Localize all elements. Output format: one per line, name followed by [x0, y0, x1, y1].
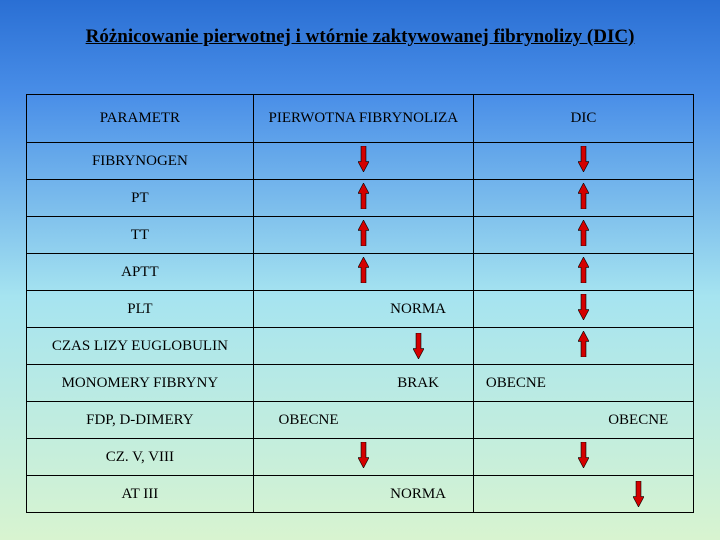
- dic-cell: OBECNE: [473, 365, 693, 402]
- table-row: FIBRYNOGEN: [27, 143, 694, 180]
- arrow-up-icon: [578, 220, 589, 246]
- primary-value: NORMA: [390, 486, 446, 503]
- page-title: Różnicowanie pierwotnej i wtórnie zaktyw…: [0, 0, 720, 66]
- table-header-row: PARAMETR PIERWOTNA FIBRYNOLIZA DIC: [27, 95, 694, 143]
- table-row: PT: [27, 180, 694, 217]
- dic-value: OBECNE: [486, 375, 546, 392]
- primary-cell: [253, 254, 473, 291]
- arrow-down-icon: [633, 481, 644, 507]
- arrow-up-icon: [358, 257, 369, 283]
- primary-cell: NORMA: [253, 476, 473, 513]
- primary-cell: OBECNE: [253, 402, 473, 439]
- dic-cell: OBECNE: [473, 402, 693, 439]
- param-cell: PT: [27, 180, 254, 217]
- header-dic: DIC: [473, 95, 693, 143]
- primary-value: NORMA: [390, 301, 446, 318]
- param-cell: CZ. V, VIII: [27, 439, 254, 476]
- dic-cell: [473, 254, 693, 291]
- param-cell: AT III: [27, 476, 254, 513]
- primary-cell: [253, 180, 473, 217]
- arrow-up-icon: [578, 331, 589, 357]
- dic-cell: [473, 217, 693, 254]
- table-row: TT: [27, 217, 694, 254]
- param-cell: FIBRYNOGEN: [27, 143, 254, 180]
- primary-cell: [253, 439, 473, 476]
- dic-cell: [473, 328, 693, 365]
- arrow-up-icon: [358, 183, 369, 209]
- param-cell: FDP, D-DIMERY: [27, 402, 254, 439]
- primary-cell: [253, 328, 473, 365]
- arrow-up-icon: [578, 257, 589, 283]
- table-row: AT III NORMA: [27, 476, 694, 513]
- dic-cell: [473, 291, 693, 328]
- header-parameter: PARAMETR: [27, 95, 254, 143]
- dic-cell: [473, 180, 693, 217]
- table-row: MONOMERY FIBRYNY BRAK OBECNE: [27, 365, 694, 402]
- dic-value: OBECNE: [608, 412, 668, 429]
- param-cell: TT: [27, 217, 254, 254]
- dic-cell: [473, 143, 693, 180]
- parameters-table: PARAMETR PIERWOTNA FIBRYNOLIZA DIC FIBRY…: [26, 94, 694, 513]
- arrow-up-icon: [578, 183, 589, 209]
- table-row: CZ. V, VIII: [27, 439, 694, 476]
- primary-cell: [253, 217, 473, 254]
- arrow-down-icon: [358, 442, 369, 468]
- param-cell: PLT: [27, 291, 254, 328]
- table-row: FDP, D-DIMERY OBECNE OBECNE: [27, 402, 694, 439]
- arrow-down-icon: [413, 333, 424, 359]
- param-cell: MONOMERY FIBRYNY: [27, 365, 254, 402]
- arrow-up-icon: [358, 220, 369, 246]
- table-row: PLT NORMA: [27, 291, 694, 328]
- param-cell: CZAS LIZY EUGLOBULIN: [27, 328, 254, 365]
- primary-value: OBECNE: [279, 412, 339, 429]
- primary-cell: BRAK: [253, 365, 473, 402]
- param-cell: APTT: [27, 254, 254, 291]
- arrow-down-icon: [578, 294, 589, 320]
- arrow-down-icon: [578, 146, 589, 172]
- dic-cell: [473, 476, 693, 513]
- arrow-down-icon: [358, 146, 369, 172]
- table-row: APTT: [27, 254, 694, 291]
- primary-value: BRAK: [397, 375, 439, 392]
- arrow-down-icon: [578, 442, 589, 468]
- dic-cell: [473, 439, 693, 476]
- table-row: CZAS LIZY EUGLOBULIN: [27, 328, 694, 365]
- header-primary: PIERWOTNA FIBRYNOLIZA: [253, 95, 473, 143]
- primary-cell: NORMA: [253, 291, 473, 328]
- primary-cell: [253, 143, 473, 180]
